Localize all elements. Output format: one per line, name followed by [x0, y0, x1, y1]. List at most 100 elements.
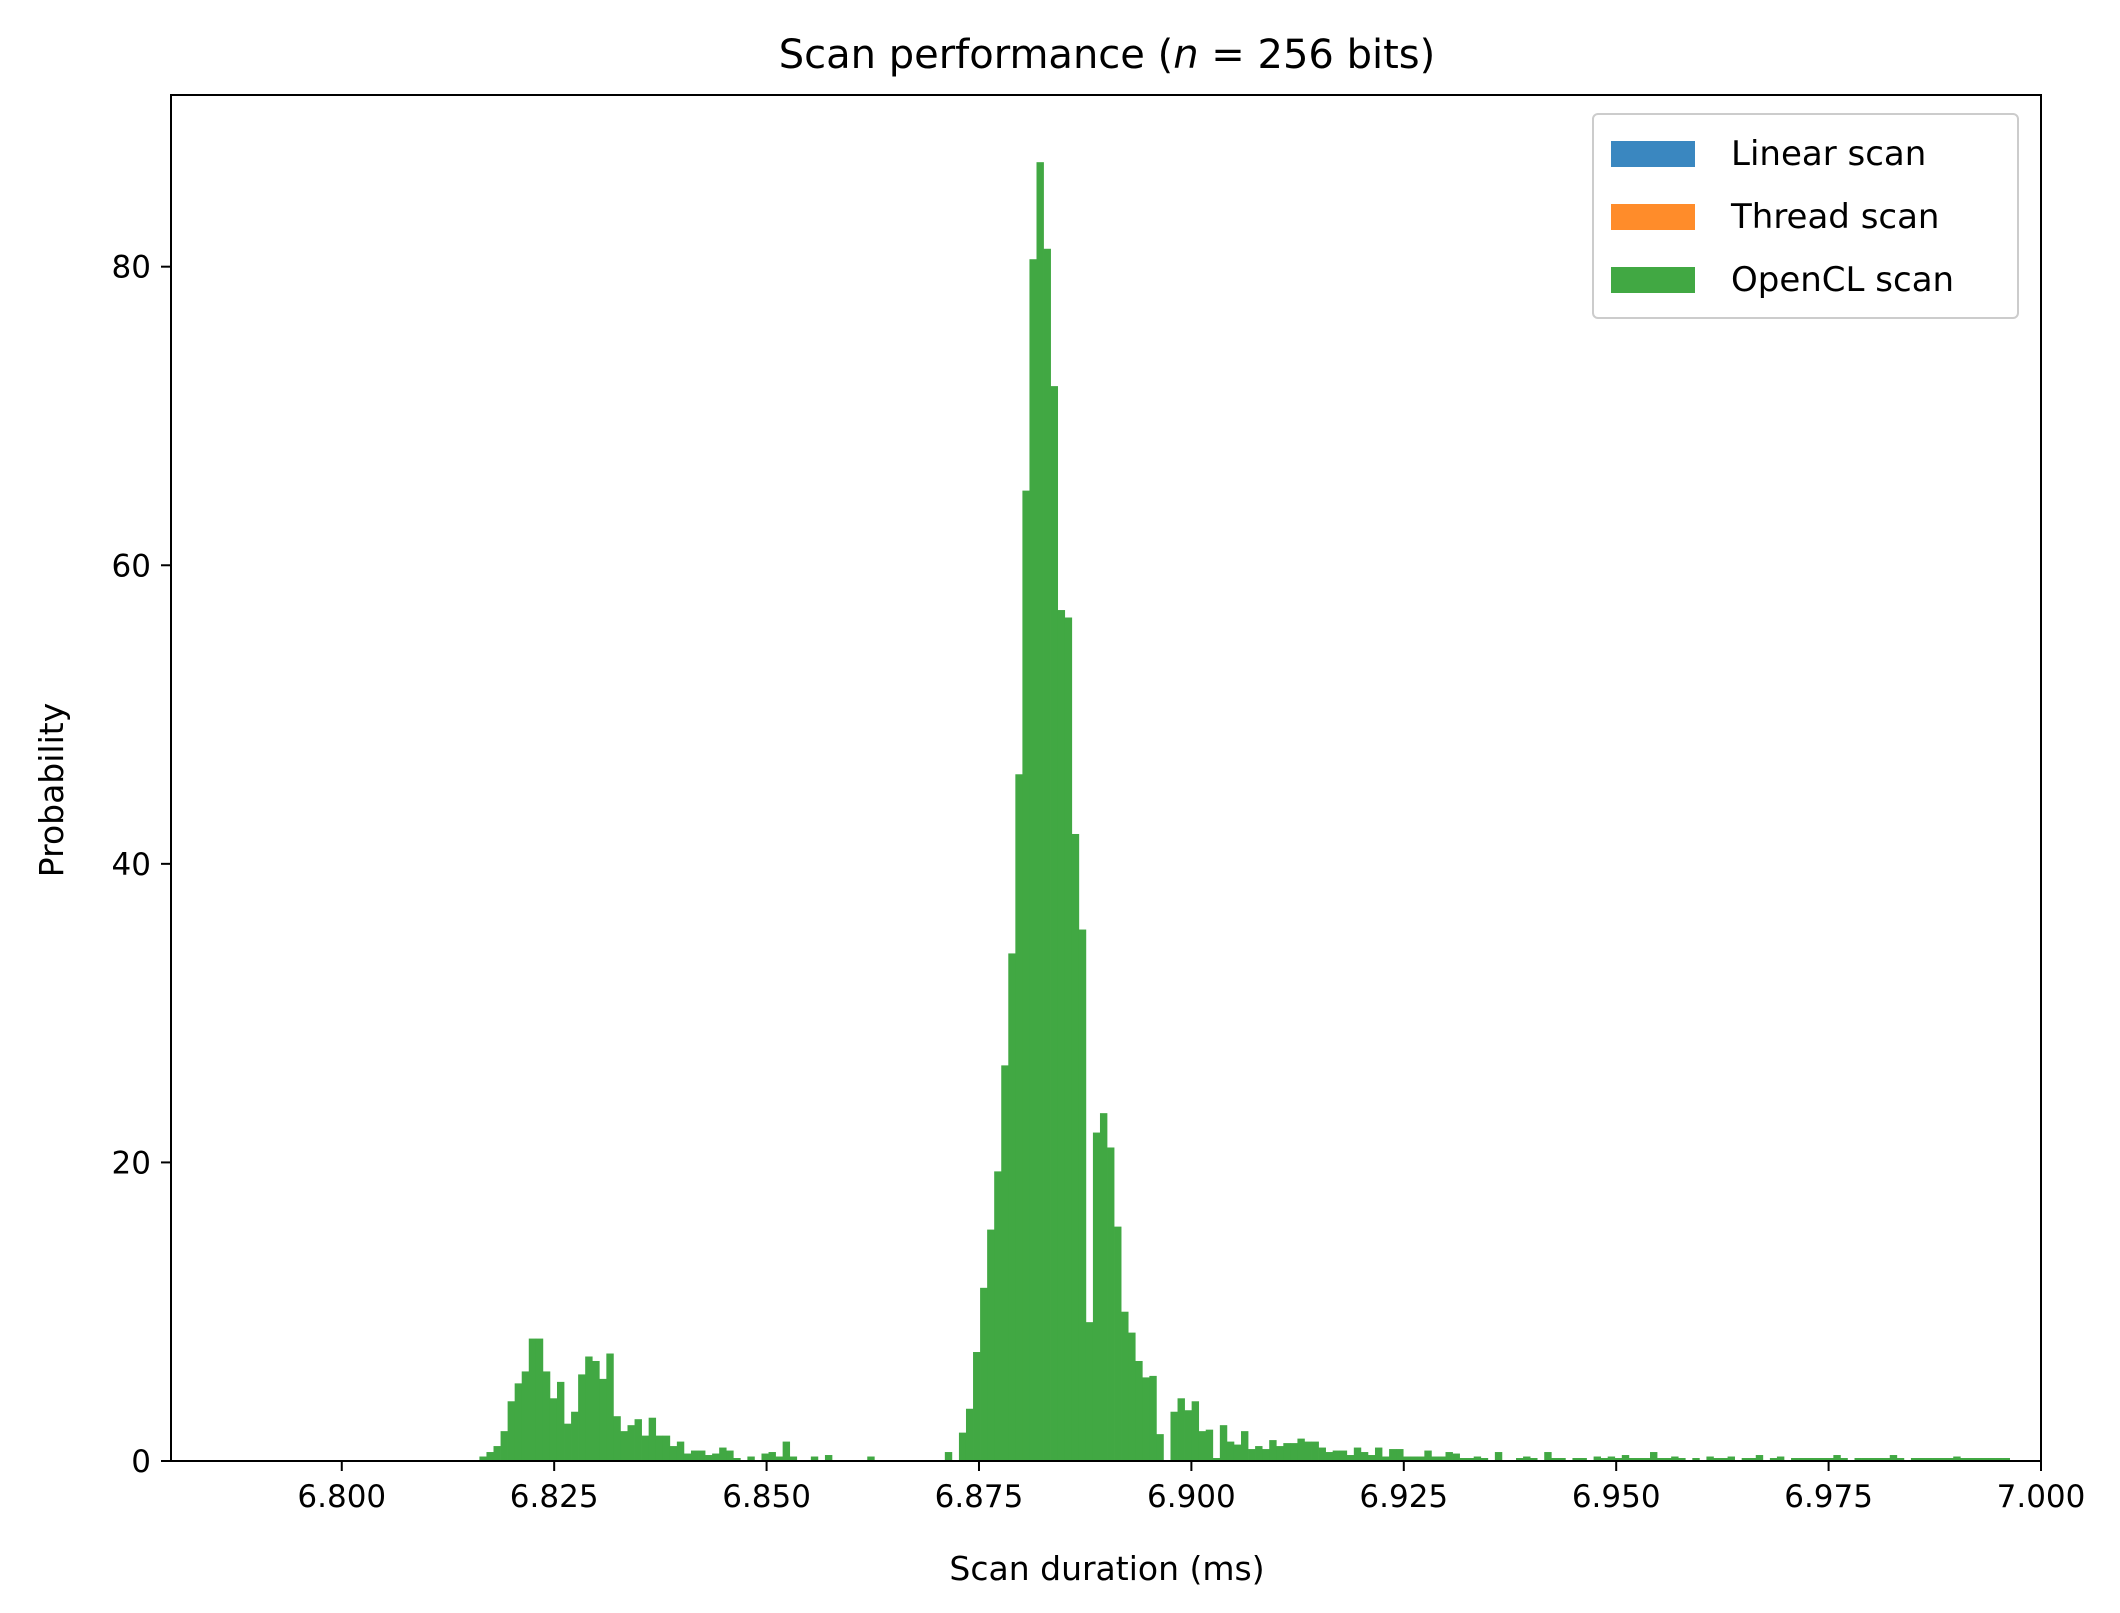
x-tick-label: 6.800 [297, 1479, 386, 1515]
opencl-bar [1149, 1375, 1157, 1461]
legend: Linear scan Thread scan OpenCL scan [1592, 113, 2019, 319]
opencl-bar [965, 1408, 974, 1461]
opencl-bar [1015, 774, 1023, 1461]
opencl-bar [500, 1431, 508, 1461]
opencl-bar [1692, 1458, 1700, 1461]
opencl-bar [1988, 1458, 1996, 1461]
opencl-bar [514, 1383, 523, 1461]
opencl-bar [521, 1371, 530, 1461]
opencl-bar [973, 1352, 981, 1461]
opencl-bar [1424, 1450, 1432, 1461]
opencl-bar [1868, 1458, 1877, 1461]
opencl-bar [599, 1378, 607, 1461]
opencl-bar [1833, 1455, 1841, 1461]
opencl-bar [1311, 1441, 1319, 1461]
opencl-bar [542, 1371, 551, 1461]
opencl-bar [768, 1452, 776, 1461]
opencl-scan-bars [479, 162, 2010, 1462]
opencl-bar [1452, 1453, 1460, 1461]
opencl-bar [1459, 1458, 1468, 1461]
opencl-bar [1043, 248, 1051, 1461]
opencl-bar [1410, 1456, 1418, 1461]
opencl-bar [648, 1417, 657, 1461]
opencl-bar [1642, 1458, 1651, 1461]
opencl-bar [810, 1456, 819, 1461]
opencl-bar [1290, 1443, 1298, 1461]
opencl-bar [867, 1456, 875, 1461]
opencl-bar [1664, 1458, 1672, 1461]
legend-box [1592, 113, 2019, 319]
opencl-bar [1170, 1411, 1178, 1461]
opencl-bar [824, 1455, 833, 1461]
opencl-bar [733, 1458, 741, 1461]
opencl-bar [1713, 1458, 1721, 1461]
opencl-bar [944, 1452, 953, 1461]
opencl-bar [1029, 259, 1037, 1462]
opencl-bar [1276, 1446, 1284, 1461]
opencl-bar [1198, 1431, 1207, 1461]
opencl-bar [655, 1435, 664, 1461]
opencl-bar [712, 1453, 720, 1461]
opencl-bar [1720, 1458, 1728, 1461]
x-tick-label: 6.925 [1359, 1479, 1448, 1515]
opencl-bar [1367, 1455, 1376, 1461]
opencl-bar [1382, 1456, 1390, 1461]
opencl-bar [1346, 1455, 1355, 1461]
y-axis-label: Probability [32, 703, 71, 877]
opencl-bar [641, 1435, 649, 1461]
opencl-bar [634, 1419, 642, 1461]
opencl-bar [1389, 1449, 1397, 1461]
opencl-bar [1650, 1452, 1658, 1461]
opencl-bar [775, 1456, 783, 1461]
opencl-bar [1205, 1429, 1214, 1461]
opencl-bar [1064, 617, 1073, 1461]
opencl-bar [1600, 1458, 1609, 1461]
opencl-bar [486, 1452, 494, 1461]
opencl-bar [1678, 1458, 1686, 1461]
opencl-bar [627, 1425, 635, 1461]
opencl-bar [1332, 1450, 1341, 1461]
opencl-bar [1798, 1458, 1806, 1461]
opencl-bar [1304, 1441, 1312, 1461]
opencl-bar [1579, 1458, 1587, 1461]
opencl-bar [1339, 1450, 1348, 1461]
x-axis: 6.800 6.825 6.850 6.875 6.900 6.925 6.950 6.975… [297, 1461, 2085, 1515]
opencl-bar [1142, 1377, 1150, 1461]
opencl-bar [1896, 1458, 1905, 1461]
x-tick-label: 6.950 [1572, 1479, 1661, 1515]
opencl-bar [1248, 1449, 1256, 1461]
plot-frame [170, 94, 2042, 1462]
opencl-bar [1219, 1425, 1228, 1461]
opencl-bar [1727, 1456, 1735, 1461]
opencl-bar [1840, 1458, 1848, 1461]
opencl-bar [1530, 1458, 1538, 1461]
opencl-bar [1925, 1458, 1933, 1461]
opencl-bar [1036, 162, 1044, 1462]
opencl-bar [1875, 1458, 1884, 1461]
legend-label: OpenCL scan [1731, 260, 1954, 300]
opencl-bar [662, 1435, 671, 1461]
opencl-bar [1156, 1434, 1164, 1461]
opencl-bar [1466, 1458, 1475, 1461]
opencl-bar [578, 1374, 586, 1461]
opencl-bar [980, 1287, 988, 1461]
opencl-bar [507, 1401, 516, 1461]
chart-title-prefix: Scan performance ( [779, 32, 1173, 78]
opencl-bar [1910, 1458, 1919, 1461]
opencl-bar [726, 1450, 734, 1461]
opencl-bar [564, 1423, 572, 1461]
opencl-bar [1417, 1456, 1425, 1461]
opencl-bar [1812, 1458, 1820, 1461]
opencl-bar [1671, 1456, 1679, 1461]
opencl-bar [690, 1450, 699, 1461]
opencl-bar [1544, 1452, 1552, 1461]
opencl-bar [1438, 1456, 1446, 1461]
opencl-bar [1974, 1458, 1982, 1461]
legend-label: Linear scan [1731, 134, 1926, 174]
x-tick-label: 7.000 [1997, 1479, 2086, 1515]
opencl-bar [1791, 1458, 1799, 1461]
opencl-bar [1445, 1452, 1453, 1461]
opencl-bar [1353, 1447, 1362, 1461]
opencl-bar [1861, 1458, 1869, 1461]
opencl-bar [1396, 1449, 1404, 1461]
